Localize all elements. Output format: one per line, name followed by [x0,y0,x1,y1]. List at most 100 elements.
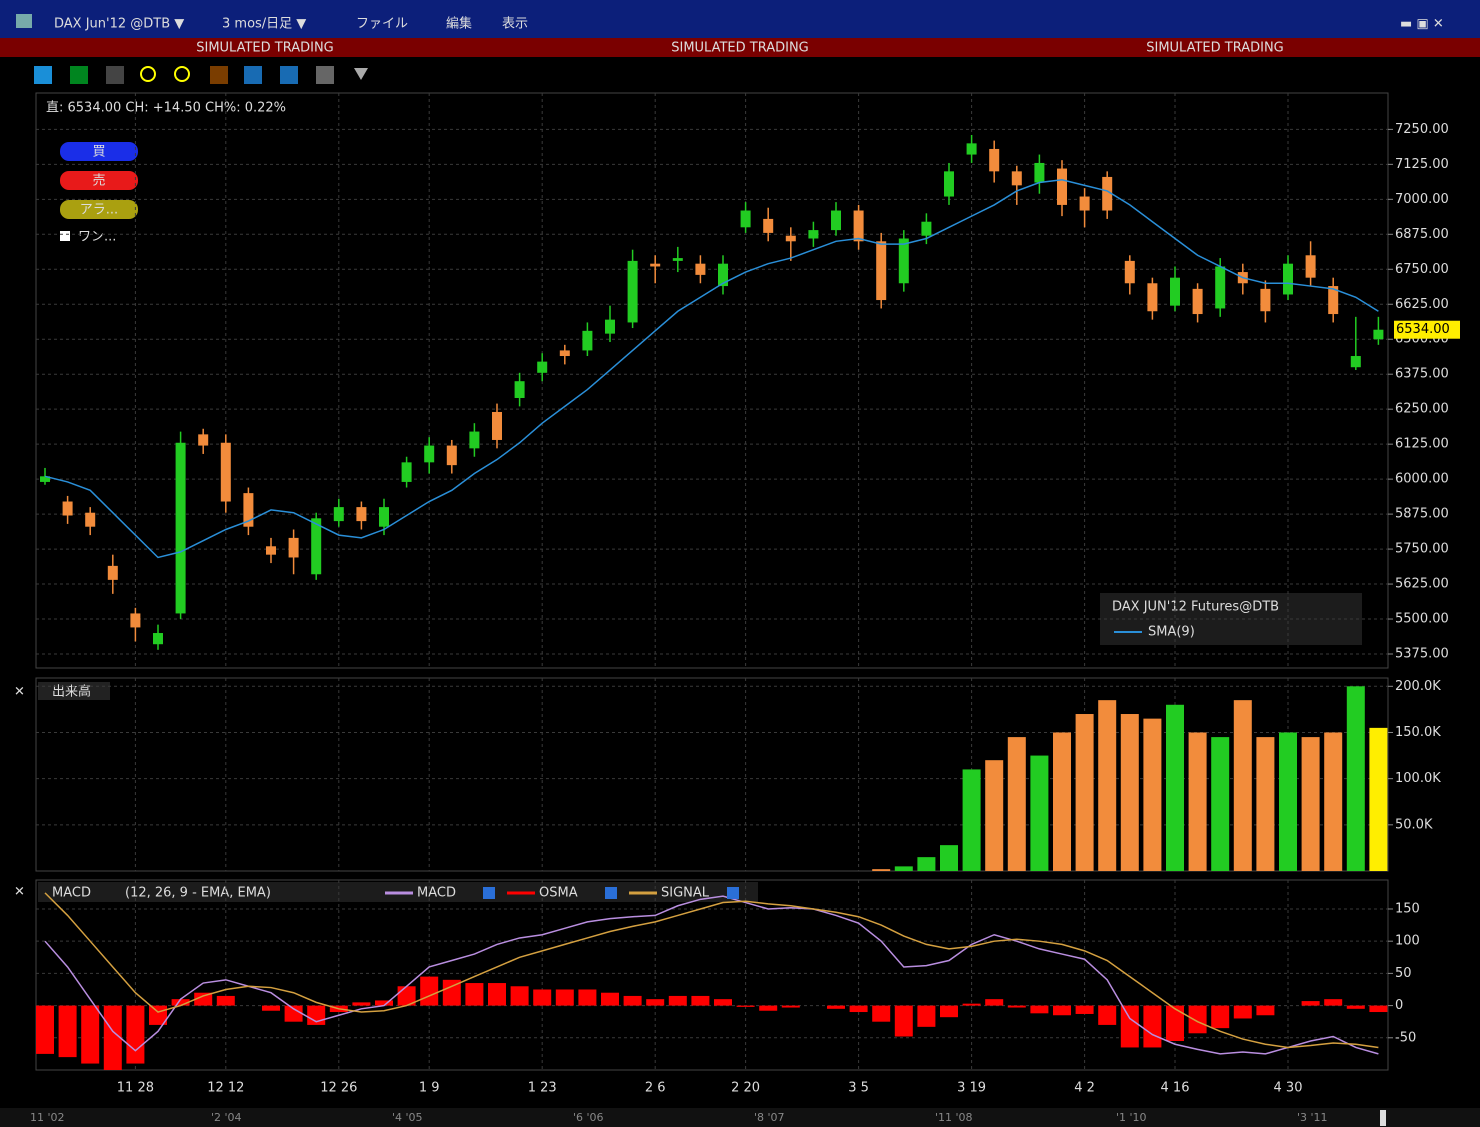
candle-body [379,507,389,527]
alert-label[interactable]: アラ... [80,203,118,218]
buy-button[interactable] [60,142,138,161]
candle-body [898,238,909,284]
y-tick-label: -50 [1395,1030,1416,1045]
candle-body [650,263,661,267]
osma-bar [1324,999,1343,1006]
candle-body [446,445,457,466]
volume-bar [1369,727,1388,871]
legend-label: MACD [417,886,456,901]
osma-bar [1211,1005,1230,1029]
tool-button[interactable] [34,66,52,84]
osma-bar [985,999,1004,1006]
checkbox-label[interactable]: ワン... [78,230,116,245]
candle-body [198,434,209,446]
volume-bar [1007,737,1026,871]
zoom-in[interactable] [140,66,156,82]
volume-bar [1256,737,1275,871]
toolbar [34,66,368,84]
price-panel [35,92,1389,669]
candle-body [1373,329,1384,340]
scroll-thumb[interactable] [1380,1110,1386,1126]
alert-button[interactable] [60,200,138,219]
candle-body [921,221,932,236]
osma-bar [917,1005,936,1027]
x-tick-label: 1 23 [528,1081,557,1096]
scrollbar-label: '6 '06 [573,1111,604,1124]
candle-body [153,633,163,645]
y-tick-label: 150 [1395,901,1420,916]
buy-label[interactable]: 買 [92,145,105,160]
y-tick-label: 5500.00 [1395,612,1449,627]
scrollbar-label: '2 '04 [211,1111,242,1124]
y-tick-label: 5875.00 [1395,507,1449,522]
osma-bar [420,976,439,1006]
x-tick-label: 2 20 [731,1081,760,1096]
candle-body [62,501,73,516]
candle-body [40,476,50,482]
candle-body [695,263,706,275]
candle-body [763,218,774,233]
candle-body [1079,196,1090,211]
candle-body [424,445,435,463]
candle-body [966,143,977,155]
osma-bar [284,1005,303,1022]
tool-button[interactable] [70,66,88,84]
volume-bar [1098,700,1117,871]
tool-button[interactable] [106,66,124,84]
candle-body [288,537,299,558]
close-pane[interactable]: ✕ [14,685,25,700]
candle-body [559,350,570,357]
tool-dropdown[interactable] [354,68,368,80]
candle-body [582,330,593,351]
y-tick-label: 6875.00 [1395,227,1449,242]
window-controls[interactable]: ▬ ▣ ✕ [1400,17,1444,32]
indicator-line [44,892,1379,1049]
osma-bar [827,1005,845,1009]
candle-body [605,319,615,334]
symbol-selector[interactable]: DAX Jun'12 @DTB ▼ [54,17,184,32]
candle-body [1011,171,1022,186]
candle-body [718,263,728,287]
candle-body [1350,356,1361,368]
osma-bar [194,992,213,1006]
tool-button[interactable] [316,66,334,84]
scrollbar[interactable] [0,1108,1480,1127]
volume-bar [1324,732,1343,871]
candle-body [740,210,751,228]
checkbox[interactable] [60,231,70,241]
close-pane[interactable]: ✕ [14,885,25,900]
osma-bar [126,1005,145,1064]
osma-bar [623,995,642,1006]
candle-body [514,381,525,398]
menu-view[interactable]: 表示 [502,17,528,32]
osma-bar [1053,1005,1071,1016]
candle-body [175,442,186,614]
volume-bar [1120,714,1139,871]
candle-body [1328,286,1339,315]
osma-bar [216,995,235,1006]
zoom-out[interactable] [174,66,190,82]
osma-bar [555,989,574,1006]
y-tick-label: 6750.00 [1395,262,1449,277]
y-tick-label: 5375.00 [1395,647,1449,662]
tool-button[interactable] [280,66,298,84]
tool-button[interactable] [210,66,228,84]
osma-bar [1256,1005,1275,1016]
y-tick-label: 7000.00 [1395,192,1449,207]
osma-bar [465,983,484,1006]
period-selector[interactable]: 3 mos/日足 ▼ [222,17,306,32]
candle-body [311,518,322,575]
candle-body [989,148,1000,172]
osma-bar [601,992,619,1006]
tool-button[interactable] [244,66,262,84]
banner-text: SIMULATED TRADING [196,41,334,56]
sell-label[interactable]: 売 [92,173,105,189]
volume-bar [1279,732,1297,871]
y-tick-label: 50 [1395,966,1412,981]
candle-body [1305,255,1316,278]
sell-button[interactable] [60,171,138,190]
osma-bar [781,1005,800,1008]
menu-edit[interactable]: 編集 [446,16,472,32]
menu-file[interactable]: ファイル [356,17,408,32]
x-tick-label: 1 9 [419,1081,440,1096]
